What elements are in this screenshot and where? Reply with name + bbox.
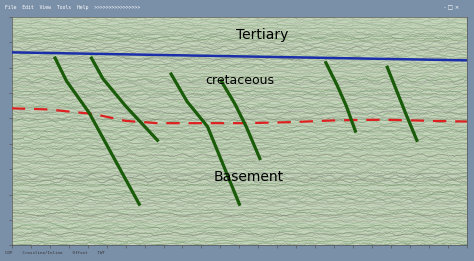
Text: - □ ×: - □ × xyxy=(445,5,460,10)
Text: Tertiary: Tertiary xyxy=(236,28,288,42)
Text: CDP    Crossline/Inline    Offset    TWT: CDP Crossline/Inline Offset TWT xyxy=(5,251,105,255)
Text: File  Edit  View  Tools  Help  >>>>>>>>>>>>>>>>: File Edit View Tools Help >>>>>>>>>>>>>>… xyxy=(5,5,140,10)
Text: Basement: Basement xyxy=(213,170,283,184)
Text: cretaceous: cretaceous xyxy=(205,74,274,87)
